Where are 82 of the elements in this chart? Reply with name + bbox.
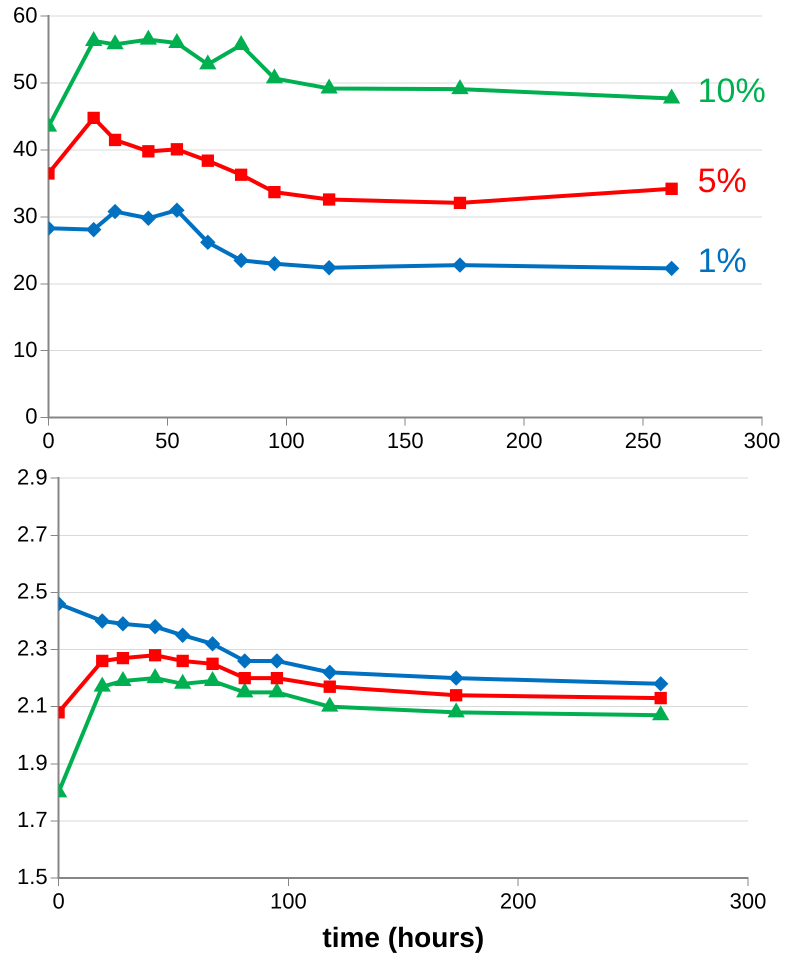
point [148,649,162,662]
point [452,258,468,273]
point [85,31,102,46]
y-tick-label: 40 [12,136,38,162]
x-tick-label: 50 [155,428,180,453]
series-label: 10% [698,72,766,110]
point [175,628,190,643]
point [234,252,249,268]
point [108,134,122,146]
point [454,196,466,210]
y-tick-label: 0 [25,404,38,429]
point [665,182,678,195]
point [270,672,284,684]
point [654,692,667,704]
point [200,54,216,70]
point [108,204,123,220]
x-tick-label: 150 [386,428,424,453]
point [266,256,282,272]
point [266,68,283,84]
point [234,168,248,181]
x-tick-label: 300 [744,428,780,453]
y-tick-label: 2.7 [16,521,48,546]
point [452,80,468,94]
y-tick-label: 1.9 [16,750,48,775]
y-tick-label: 10 [12,336,38,362]
point [322,260,337,276]
point [653,676,668,692]
point [664,260,680,276]
point [652,706,669,720]
point [663,88,680,104]
point [116,652,130,664]
point [94,613,110,628]
point [232,35,250,50]
series-label: 1% [698,242,747,280]
point [322,193,336,206]
point [324,680,336,693]
point [169,202,184,218]
point [320,78,338,94]
point [206,658,219,670]
point [168,33,186,48]
point [448,702,464,718]
point [176,654,189,668]
point [237,653,252,668]
y-tick-label: 20 [12,270,38,295]
point [238,672,251,684]
x-tick-label: 300 [730,888,766,914]
point [170,143,184,156]
y-tick-label: 50 [12,69,38,94]
point [96,654,108,668]
point [321,697,338,712]
point [148,619,163,634]
y-tick-label: 1.5 [16,864,48,890]
y-tick-label: 2.5 [16,578,48,604]
series-label: 5% [698,162,747,200]
y-tick-label: 2.3 [16,636,48,661]
x-tick-label: 200 [500,888,537,914]
x-tick-label: 250 [624,428,662,453]
y-tick-label: 60 [12,2,38,28]
point [450,689,462,702]
x-tick-label: 0 [52,888,65,914]
point [140,30,157,45]
point [322,664,338,680]
y-tick-label: 2.9 [16,464,48,490]
y-tick-label: 30 [12,202,38,228]
point [142,145,155,158]
point [268,186,281,198]
point [115,616,130,632]
point [448,670,464,686]
point [88,112,100,124]
y-tick-label: 1.7 [16,806,48,832]
y-tick-label: 2.1 [16,692,48,718]
point [140,210,156,226]
point [202,154,214,167]
x-tick-label: 100 [268,428,305,453]
x-tick-label: 200 [506,428,543,453]
point [200,234,216,250]
point [106,34,124,50]
point [205,636,220,652]
point [269,653,284,668]
x-axis-title: time (hours) [322,922,484,953]
x-tick-label: 100 [270,888,307,914]
point [86,222,102,238]
